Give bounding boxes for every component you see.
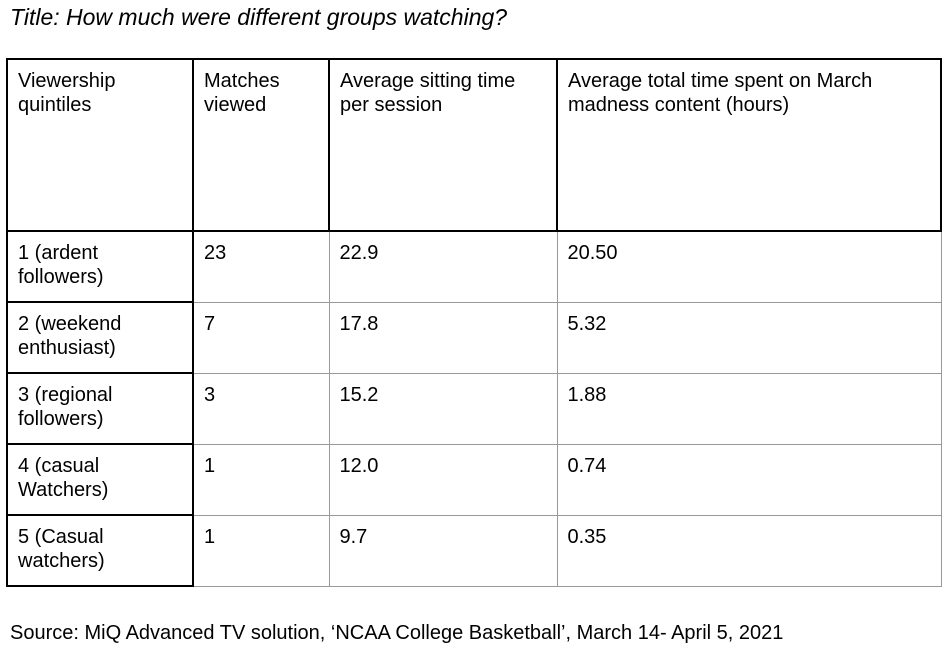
table-cell-sitting-time: 9.7 <box>328 514 558 587</box>
table-cell-matches: 3 <box>192 372 330 445</box>
table-row: 5 (Casual watchers) 1 9.7 0.35 <box>6 514 942 587</box>
table-cell-quintile: 5 (Casual watchers) <box>6 514 194 587</box>
column-header-matches-viewed: Matches viewed <box>192 58 330 232</box>
table-cell-quintile: 3 (regional followers) <box>6 372 194 445</box>
table-cell-sitting-time: 12.0 <box>328 443 558 516</box>
table-header-row: Viewership quintiles Matches viewed Aver… <box>6 58 942 232</box>
table-row: 3 (regional followers) 3 15.2 1.88 <box>6 372 942 445</box>
table-cell-total-time: 5.32 <box>556 301 942 374</box>
table-cell-quintile: 1 (ardent followers) <box>6 230 194 303</box>
table-cell-matches: 1 <box>192 514 330 587</box>
table-cell-matches: 1 <box>192 443 330 516</box>
table-cell-matches: 23 <box>192 230 330 303</box>
table-cell-total-time: 1.88 <box>556 372 942 445</box>
table-cell-quintile: 2 (weekend enthusiast) <box>6 301 194 374</box>
column-header-avg-sitting-time: Average sitting time per session <box>328 58 558 232</box>
column-header-avg-total-time: Average total time spent on March madnes… <box>556 58 942 232</box>
table-cell-quintile: 4 (casual Watchers) <box>6 443 194 516</box>
table-cell-sitting-time: 15.2 <box>328 372 558 445</box>
table-row: 1 (ardent followers) 23 22.9 20.50 <box>6 230 942 303</box>
table-cell-total-time: 20.50 <box>556 230 942 303</box>
table-cell-matches: 7 <box>192 301 330 374</box>
table-cell-sitting-time: 17.8 <box>328 301 558 374</box>
table-cell-total-time: 0.74 <box>556 443 942 516</box>
table-cell-sitting-time: 22.9 <box>328 230 558 303</box>
figure-title: Title: How much were different groups wa… <box>10 4 508 30</box>
table-cell-total-time: 0.35 <box>556 514 942 587</box>
viewership-table: Viewership quintiles Matches viewed Aver… <box>6 58 942 587</box>
source-caption: Source: MiQ Advanced TV solution, ‘NCAA … <box>10 622 784 644</box>
column-header-viewership-quintiles: Viewership quintiles <box>6 58 194 232</box>
table-row: 4 (casual Watchers) 1 12.0 0.74 <box>6 443 942 516</box>
table-row: 2 (weekend enthusiast) 7 17.8 5.32 <box>6 301 942 374</box>
